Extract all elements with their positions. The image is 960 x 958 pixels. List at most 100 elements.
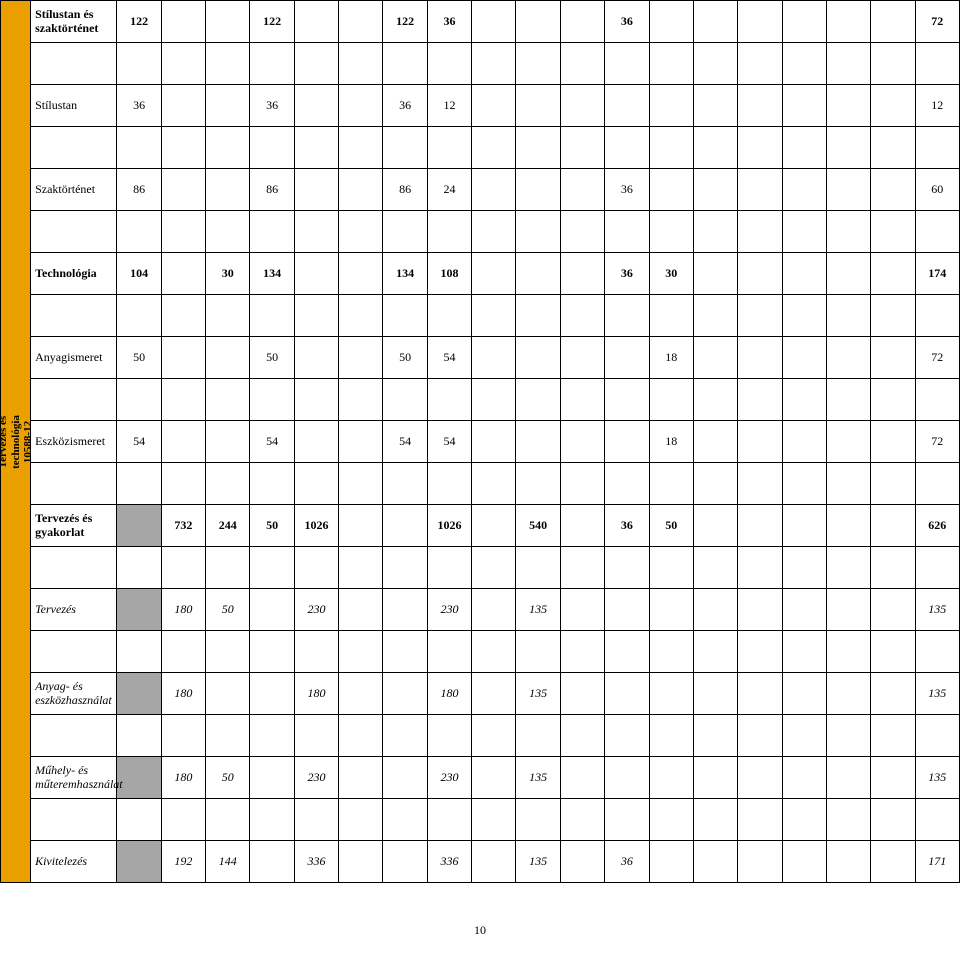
spacer-cell	[826, 547, 870, 589]
table-cell	[693, 169, 737, 211]
table-cell	[560, 841, 604, 883]
table-cell	[339, 169, 383, 211]
spacer-cell	[383, 43, 427, 85]
spacer-cell	[782, 463, 826, 505]
spacer-row	[1, 211, 960, 253]
spacer-cell	[161, 799, 205, 841]
spacer-cell	[649, 43, 693, 85]
table-cell	[693, 589, 737, 631]
spacer-cell	[117, 547, 161, 589]
spacer-cell	[560, 715, 604, 757]
spacer-cell	[250, 799, 294, 841]
spacer-cell	[427, 547, 471, 589]
table-cell	[738, 505, 782, 547]
spacer-cell	[294, 127, 338, 169]
table-cell	[871, 85, 915, 127]
side-category-label: Tervezés éstechnológia10588-12	[0, 415, 35, 469]
table-cell	[516, 253, 560, 295]
table-row: Szaktörténet868686243660	[1, 169, 960, 211]
spacer-cell	[826, 799, 870, 841]
table-cell: 108	[427, 253, 471, 295]
spacer-cell	[915, 211, 959, 253]
table-cell: 174	[915, 253, 959, 295]
spacer-cell	[206, 631, 250, 673]
spacer-cell	[383, 631, 427, 673]
spacer-cell	[782, 43, 826, 85]
table-cell	[472, 169, 516, 211]
table-cell	[871, 1, 915, 43]
table-cell	[206, 85, 250, 127]
spacer-cell	[605, 715, 649, 757]
spacer-cell	[782, 295, 826, 337]
spacer-cell	[560, 547, 604, 589]
spacer-cell	[605, 127, 649, 169]
table-cell: 1026	[427, 505, 471, 547]
spacer-cell	[427, 715, 471, 757]
spacer-cell	[250, 547, 294, 589]
spacer-cell	[915, 127, 959, 169]
spacer-cell	[161, 127, 205, 169]
table-cell	[161, 337, 205, 379]
table-cell	[472, 337, 516, 379]
spacer-cell	[117, 631, 161, 673]
spacer-cell	[427, 799, 471, 841]
table-cell	[693, 421, 737, 463]
table-cell	[649, 757, 693, 799]
spacer-cell	[605, 799, 649, 841]
table-cell: 12	[915, 85, 959, 127]
table-cell	[649, 673, 693, 715]
table-cell: 12	[427, 85, 471, 127]
table-cell	[472, 1, 516, 43]
spacer-cell	[339, 127, 383, 169]
table-row: Stílustan3636361212	[1, 85, 960, 127]
table-cell	[117, 673, 161, 715]
spacer-cell	[117, 127, 161, 169]
table-cell	[693, 673, 737, 715]
spacer-cell	[826, 295, 870, 337]
spacer-cell	[915, 463, 959, 505]
spacer-cell	[472, 631, 516, 673]
table-cell	[161, 421, 205, 463]
table-cell	[339, 1, 383, 43]
table-cell: 244	[206, 505, 250, 547]
spacer-cell	[826, 715, 870, 757]
spacer-cell	[427, 379, 471, 421]
table-cell: 36	[605, 253, 649, 295]
table-cell: 60	[915, 169, 959, 211]
spacer-cell	[383, 295, 427, 337]
table-cell	[738, 673, 782, 715]
table-cell	[693, 85, 737, 127]
table-cell	[294, 421, 338, 463]
spacer-cell	[472, 127, 516, 169]
spacer-cell	[915, 379, 959, 421]
spacer-cell	[649, 295, 693, 337]
row-label: Technológia	[31, 253, 117, 295]
table-cell	[871, 421, 915, 463]
table-cell	[560, 253, 604, 295]
table-cell	[738, 841, 782, 883]
table-cell: 36	[383, 85, 427, 127]
spacer-cell	[915, 547, 959, 589]
table-cell	[294, 1, 338, 43]
spacer-cell	[427, 631, 471, 673]
spacer-cell	[31, 547, 117, 589]
table-cell: 50	[206, 757, 250, 799]
table-cell	[738, 85, 782, 127]
spacer-row	[1, 631, 960, 673]
table-cell	[560, 757, 604, 799]
spacer-cell	[161, 43, 205, 85]
spacer-cell	[605, 295, 649, 337]
table-cell	[605, 421, 649, 463]
row-label: Kivitelezés	[31, 841, 117, 883]
table-cell: 122	[117, 1, 161, 43]
spacer-cell	[250, 715, 294, 757]
spacer-cell	[693, 127, 737, 169]
table-cell: 86	[117, 169, 161, 211]
spacer-cell	[161, 463, 205, 505]
table-cell: 36	[117, 85, 161, 127]
table-cell: 135	[915, 757, 959, 799]
table-cell	[472, 757, 516, 799]
table-cell	[871, 253, 915, 295]
spacer-cell	[738, 295, 782, 337]
table-cell	[738, 757, 782, 799]
